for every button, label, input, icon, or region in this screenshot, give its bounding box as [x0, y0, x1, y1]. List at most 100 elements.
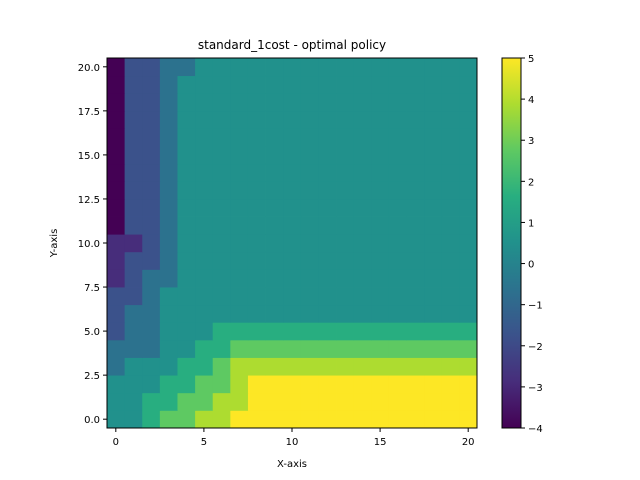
y-tick-label: 12.5: [78, 195, 100, 206]
heatmap-cell: [318, 75, 337, 94]
heatmap-cell: [300, 163, 319, 182]
heatmap-cell: [353, 339, 372, 358]
heatmap-cell: [283, 304, 302, 323]
heatmap-cell: [107, 269, 126, 288]
heatmap-cell: [265, 146, 284, 165]
heatmap-cell: [424, 410, 443, 429]
heatmap-cell: [247, 339, 266, 358]
heatmap-cell: [388, 128, 407, 147]
heatmap-cell: [388, 357, 407, 376]
heatmap-cell: [142, 339, 161, 358]
heatmap-cell: [195, 251, 214, 270]
heatmap-cell: [142, 110, 161, 129]
heatmap-cell: [265, 128, 284, 147]
heatmap-cell: [107, 392, 126, 411]
heatmap-cell: [353, 234, 372, 253]
heatmap-cell: [336, 375, 355, 394]
heatmap-cell: [388, 75, 407, 94]
heatmap-cell: [353, 216, 372, 235]
heatmap-cell: [300, 181, 319, 200]
heatmap-cell: [142, 198, 161, 217]
heatmap-cell: [371, 146, 390, 165]
y-tick-label: 15.0: [78, 151, 100, 162]
heatmap-cell: [441, 357, 460, 376]
heatmap-cell: [230, 75, 249, 94]
heatmap-cell: [124, 251, 143, 270]
heatmap-cell: [195, 93, 214, 112]
heatmap-cell: [247, 163, 266, 182]
heatmap-cell: [353, 198, 372, 217]
heatmap-cell: [265, 93, 284, 112]
heatmap-cell: [371, 269, 390, 288]
y-tick-label: 2.5: [84, 371, 100, 382]
heatmap-cell: [353, 410, 372, 429]
heatmap-cell: [424, 110, 443, 129]
heatmap-cell: [177, 128, 196, 147]
heatmap-cell: [283, 93, 302, 112]
chart-title: standard_1cost - optimal policy: [198, 38, 386, 52]
heatmap-cell: [107, 234, 126, 253]
heatmap-cell: [265, 216, 284, 235]
heatmap-cell: [459, 110, 478, 129]
heatmap-cell: [159, 410, 178, 429]
heatmap-cell: [424, 128, 443, 147]
heatmap-cell: [177, 304, 196, 323]
heatmap-cell: [142, 93, 161, 112]
heatmap-cell: [300, 58, 319, 77]
heatmap-cell: [195, 58, 214, 77]
heatmap-cell: [424, 58, 443, 77]
heatmap-cell: [441, 269, 460, 288]
heatmap-cell: [459, 146, 478, 165]
heatmap-cell: [124, 58, 143, 77]
heatmap-cell: [300, 234, 319, 253]
heatmap-cell: [300, 93, 319, 112]
heatmap-cell: [107, 58, 126, 77]
heatmap-cell: [212, 251, 231, 270]
heatmap-cell: [142, 375, 161, 394]
heatmap-cell: [336, 198, 355, 217]
heatmap-cell: [441, 146, 460, 165]
heatmap-cell: [159, 269, 178, 288]
heatmap-cell: [247, 58, 266, 77]
heatmap-cell: [107, 198, 126, 217]
heatmap-cell: [195, 110, 214, 129]
heatmap-cell: [336, 392, 355, 411]
heatmap-cell: [195, 392, 214, 411]
heatmap-cell: [283, 410, 302, 429]
heatmap-cell: [142, 58, 161, 77]
heatmap-cell: [318, 287, 337, 306]
heatmap-cell: [441, 128, 460, 147]
heatmap-cell: [177, 216, 196, 235]
heatmap-cell: [247, 269, 266, 288]
heatmap-cell: [406, 146, 425, 165]
heatmap-cell: [107, 181, 126, 200]
colorbar-tick-label: 0: [528, 260, 534, 271]
heatmap-cell: [177, 410, 196, 429]
heatmap-cell: [353, 287, 372, 306]
heatmap-cell: [318, 410, 337, 429]
heatmap-cell: [388, 392, 407, 411]
heatmap-cell: [124, 93, 143, 112]
heatmap-cell: [124, 304, 143, 323]
heatmap-cell: [300, 128, 319, 147]
heatmap-cell: [230, 163, 249, 182]
heatmap-cell: [159, 234, 178, 253]
heatmap-cell: [371, 375, 390, 394]
heatmap-cell: [124, 392, 143, 411]
heatmap-cell: [107, 163, 126, 182]
heatmap-cell: [177, 287, 196, 306]
heatmap-cell: [371, 198, 390, 217]
heatmap-cell: [371, 128, 390, 147]
heatmap-cell: [107, 322, 126, 341]
heatmap-cell: [406, 410, 425, 429]
heatmap-cell: [406, 287, 425, 306]
heatmap-cell: [212, 392, 231, 411]
heatmap-cell: [195, 163, 214, 182]
heatmap-cell: [459, 304, 478, 323]
heatmap-cell: [159, 146, 178, 165]
heatmap-cell: [459, 75, 478, 94]
heatmap-cell: [336, 357, 355, 376]
heatmap-cell: [353, 128, 372, 147]
heatmap-cell: [247, 392, 266, 411]
heatmap-cell: [424, 216, 443, 235]
